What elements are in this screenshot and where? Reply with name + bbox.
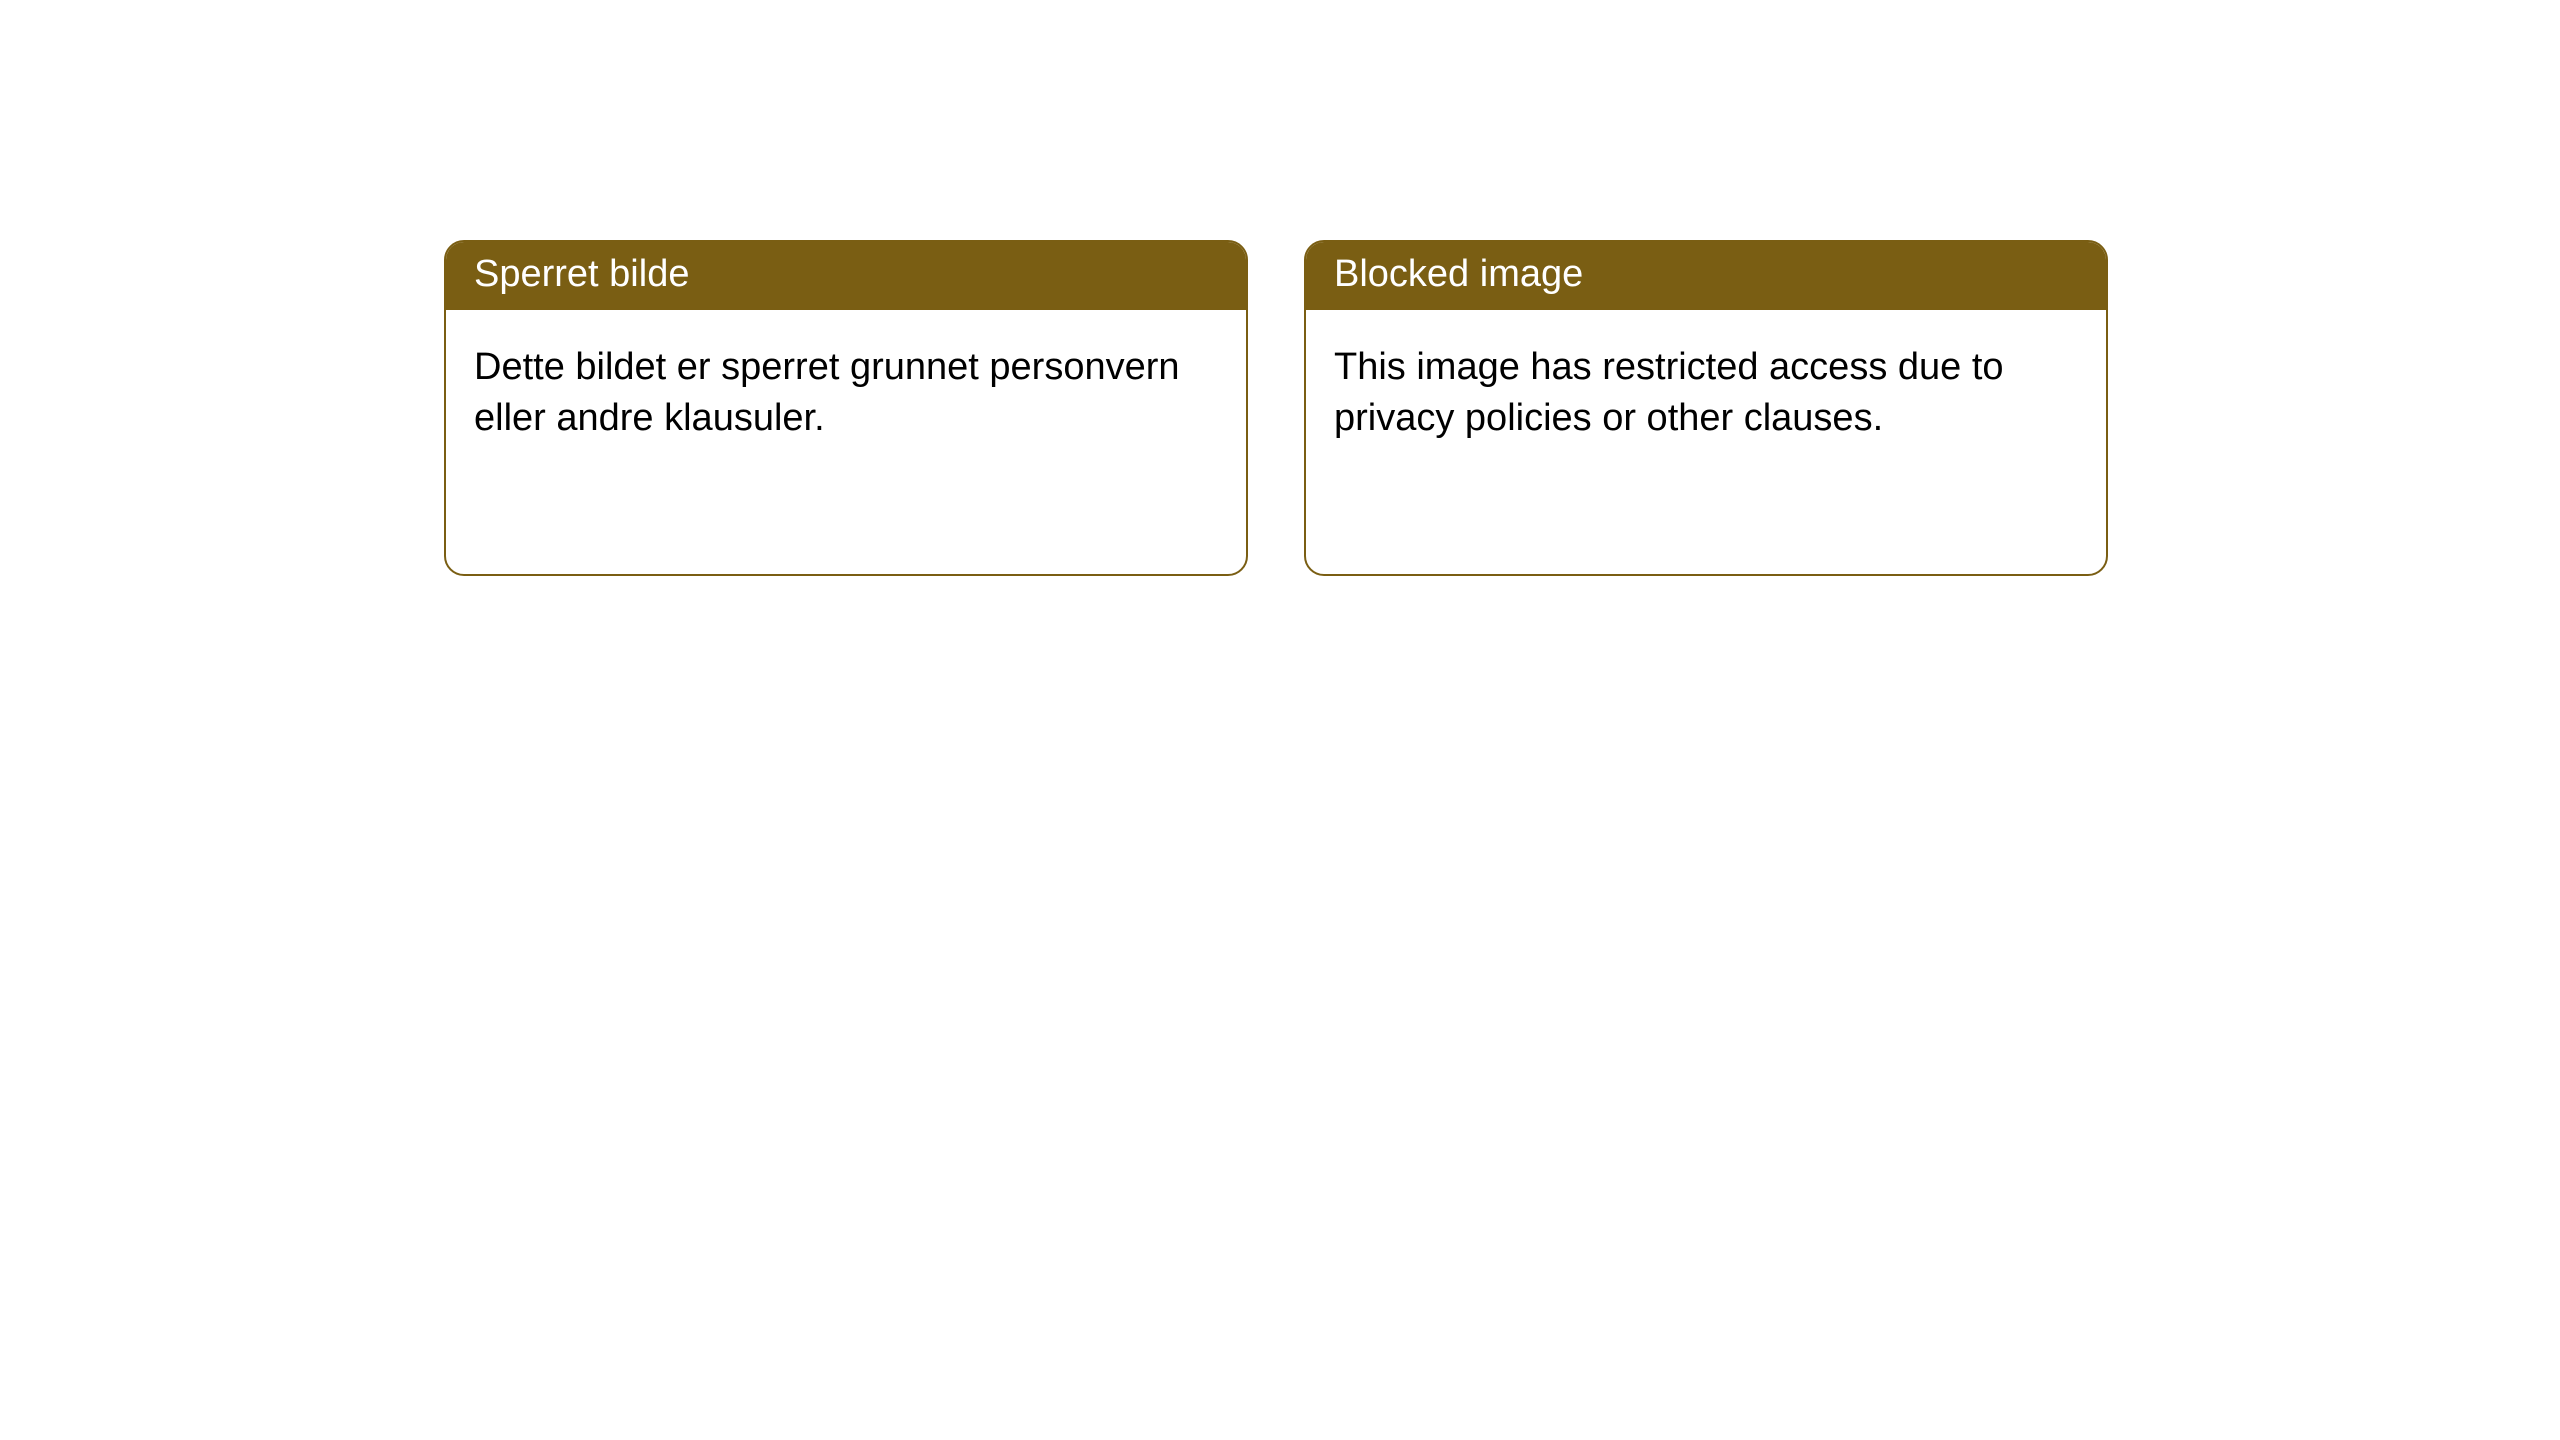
card-title-no: Sperret bilde bbox=[446, 242, 1246, 310]
blocked-image-card-no: Sperret bilde Dette bildet er sperret gr… bbox=[444, 240, 1248, 576]
blocked-image-card-en: Blocked image This image has restricted … bbox=[1304, 240, 2108, 576]
cards-container: Sperret bilde Dette bildet er sperret gr… bbox=[0, 0, 2560, 576]
card-body-no: Dette bildet er sperret grunnet personve… bbox=[446, 310, 1246, 477]
card-body-en: This image has restricted access due to … bbox=[1306, 310, 2106, 477]
card-title-en: Blocked image bbox=[1306, 242, 2106, 310]
